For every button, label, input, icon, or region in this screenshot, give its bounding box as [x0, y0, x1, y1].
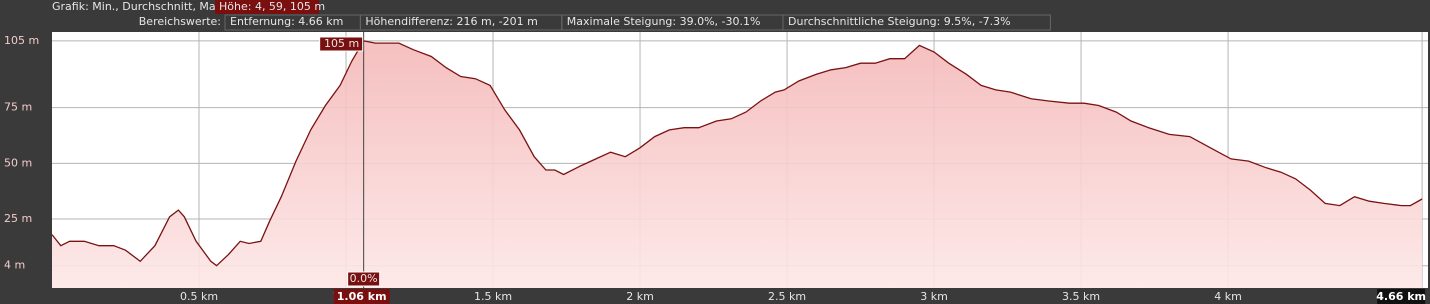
range-value: Höhendifferenz: 216 m, -201 m: [365, 15, 537, 28]
x-tick-box: [1377, 289, 1426, 304]
x-tick-label: 0.5 km: [180, 290, 218, 303]
x-tick-label: 4.66 km: [1376, 290, 1426, 303]
header-box: [215, 0, 319, 14]
y-tick-label: 25 m: [4, 212, 32, 225]
range-label: Bereichswerte:: [139, 15, 221, 28]
elevation-line: [51, 40, 1423, 267]
cursor-slope-label: 0.0%: [350, 272, 378, 285]
y-tick-label: 50 m: [4, 156, 32, 169]
x-tick-label: 3.5 km: [1062, 290, 1100, 303]
cursor-value-label: 105 m: [324, 37, 359, 50]
x-tick-label: 2.5 km: [768, 290, 806, 303]
y-tick-label: 105 m: [4, 34, 39, 47]
x-tick-label: 3 km: [920, 290, 948, 303]
range-value: Durchschnittliche Steigung: 9.5%, -7.3%: [788, 15, 1011, 28]
cursor-slope-box: [347, 271, 381, 287]
header-label: Grafik: Min., Durchschnitt, Max.: [52, 0, 226, 13]
y-tick-label: 75 m: [4, 101, 32, 114]
y-tick-label: 4 m: [4, 259, 25, 272]
range-value: Entfernung: 4.66 km: [230, 15, 343, 28]
x-tick-label: 2 km: [626, 290, 654, 303]
x-tick-label: 1.5 km: [474, 290, 512, 303]
header-value: Höhe: 4, 59, 105 m: [219, 0, 325, 13]
x-tick-label: 4 km: [1214, 290, 1242, 303]
range-box: [782, 14, 1051, 31]
elevation-area: [52, 40, 1423, 289]
cursor-value-box: [319, 36, 364, 52]
cursor-x-label: 1.06 km: [337, 290, 387, 303]
cursor-x-box: [333, 289, 390, 304]
range-value: Maximale Steigung: 39.0%, -30.1%: [567, 15, 761, 28]
